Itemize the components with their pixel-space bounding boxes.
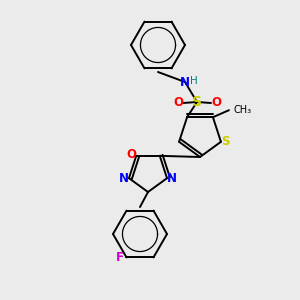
Text: N: N: [180, 76, 190, 88]
Text: O: O: [126, 148, 136, 161]
Text: CH₃: CH₃: [234, 105, 252, 115]
Text: N: N: [167, 172, 177, 185]
Text: S: S: [192, 95, 202, 109]
Text: H: H: [190, 76, 198, 86]
Text: O: O: [173, 97, 183, 110]
Text: O: O: [211, 97, 221, 110]
Text: S: S: [221, 135, 229, 148]
Text: F: F: [116, 251, 124, 264]
Text: N: N: [119, 172, 129, 185]
